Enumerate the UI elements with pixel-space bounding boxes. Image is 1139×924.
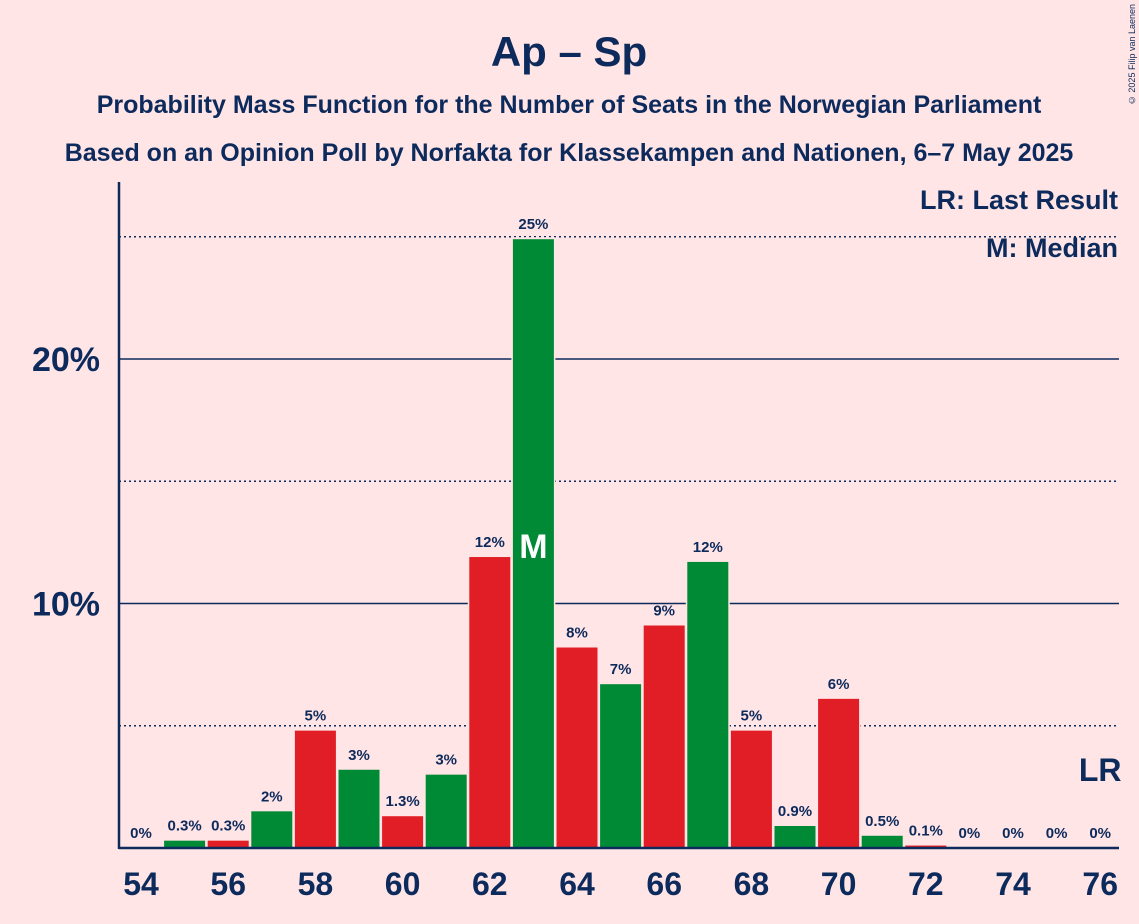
bar-64 bbox=[556, 647, 598, 848]
bar-label-74: 0% bbox=[1002, 825, 1024, 842]
bar-62 bbox=[469, 557, 511, 848]
bar-label-70: 6% bbox=[828, 676, 850, 693]
x-tick-74: 74 bbox=[995, 866, 1031, 902]
bar-label-69: 0.9% bbox=[778, 803, 812, 820]
x-tick-60: 60 bbox=[385, 866, 421, 902]
axes bbox=[117, 182, 1119, 850]
x-tick-66: 66 bbox=[646, 866, 682, 902]
x-tick-70: 70 bbox=[821, 866, 857, 902]
x-tick-68: 68 bbox=[734, 866, 770, 902]
bar-label-66: 9% bbox=[653, 603, 675, 620]
bars bbox=[162, 237, 948, 848]
chart-title: Ap – Sp bbox=[491, 28, 647, 75]
bar-label-55: 0.3% bbox=[167, 818, 201, 835]
bar-label-61: 3% bbox=[435, 752, 457, 769]
bar-label-71: 0.5% bbox=[865, 813, 899, 830]
x-tick-62: 62 bbox=[472, 866, 508, 902]
x-tick-labels: 54 56 58 60 62 64 66 68 70 72 74 76 bbox=[123, 866, 1118, 902]
chart-subtitle-2: Based on an Opinion Poll by Norfakta for… bbox=[65, 139, 1074, 167]
bar-61 bbox=[425, 774, 467, 848]
median-marker: M bbox=[519, 528, 547, 566]
bar-label-76: 0% bbox=[1089, 825, 1111, 842]
bar-label-67: 12% bbox=[693, 539, 723, 556]
y-tick-labels: 10% 20% bbox=[32, 341, 100, 624]
bar-59 bbox=[338, 769, 380, 848]
bar-56 bbox=[207, 840, 249, 848]
bar-69 bbox=[774, 825, 816, 848]
x-tick-76: 76 bbox=[1082, 866, 1118, 902]
x-tick-56: 56 bbox=[210, 866, 246, 902]
bar-55 bbox=[164, 840, 206, 848]
x-tick-64: 64 bbox=[559, 866, 595, 902]
bar-label-73: 0% bbox=[959, 825, 981, 842]
chart-subtitle-1: Probability Mass Function for the Number… bbox=[97, 91, 1042, 119]
bar-labels: 0% 0.3% 0.3% 2% 5% 3% 1.3% 3% 12% 25% 8% 7% 9% 12% 5% 0… bbox=[130, 216, 1111, 842]
last-result-marker: LR bbox=[1079, 752, 1122, 788]
copyright-notice: © 2025 Filip van Laenen bbox=[1127, 4, 1137, 106]
bar-67 bbox=[687, 561, 729, 848]
bar-label-62: 12% bbox=[475, 534, 505, 551]
bar-label-63: 25% bbox=[518, 216, 548, 233]
bar-66 bbox=[643, 625, 685, 848]
bar-label-68: 5% bbox=[741, 708, 763, 725]
bar-71 bbox=[861, 835, 903, 848]
bar-label-64: 8% bbox=[566, 625, 588, 642]
bar-58 bbox=[294, 730, 336, 848]
legend-median: M: Median bbox=[986, 233, 1118, 263]
bar-label-54: 0% bbox=[130, 825, 152, 842]
bar-68 bbox=[730, 730, 772, 848]
grid-lines bbox=[119, 236, 1119, 727]
bar-65 bbox=[600, 684, 642, 848]
y-tick-10%: 10% bbox=[32, 586, 100, 624]
bar-label-56: 0.3% bbox=[211, 818, 245, 835]
bar-label-58: 5% bbox=[305, 708, 327, 725]
y-tick-20%: 20% bbox=[32, 341, 100, 379]
bar-63 bbox=[512, 239, 554, 848]
bar-label-65: 7% bbox=[610, 661, 632, 678]
x-tick-54: 54 bbox=[123, 866, 159, 902]
bar-label-75: 0% bbox=[1046, 825, 1068, 842]
bar-70 bbox=[818, 698, 860, 848]
legend-last-result: LR: Last Result bbox=[920, 185, 1118, 215]
x-tick-58: 58 bbox=[298, 866, 334, 902]
bar-60 bbox=[382, 816, 424, 848]
bar-57 bbox=[251, 811, 293, 848]
x-tick-72: 72 bbox=[908, 866, 944, 902]
bar-label-72: 0.1% bbox=[909, 823, 943, 840]
bar-label-57: 2% bbox=[261, 788, 283, 805]
bar-label-60: 1.3% bbox=[385, 793, 419, 810]
bar-label-59: 3% bbox=[348, 747, 370, 764]
